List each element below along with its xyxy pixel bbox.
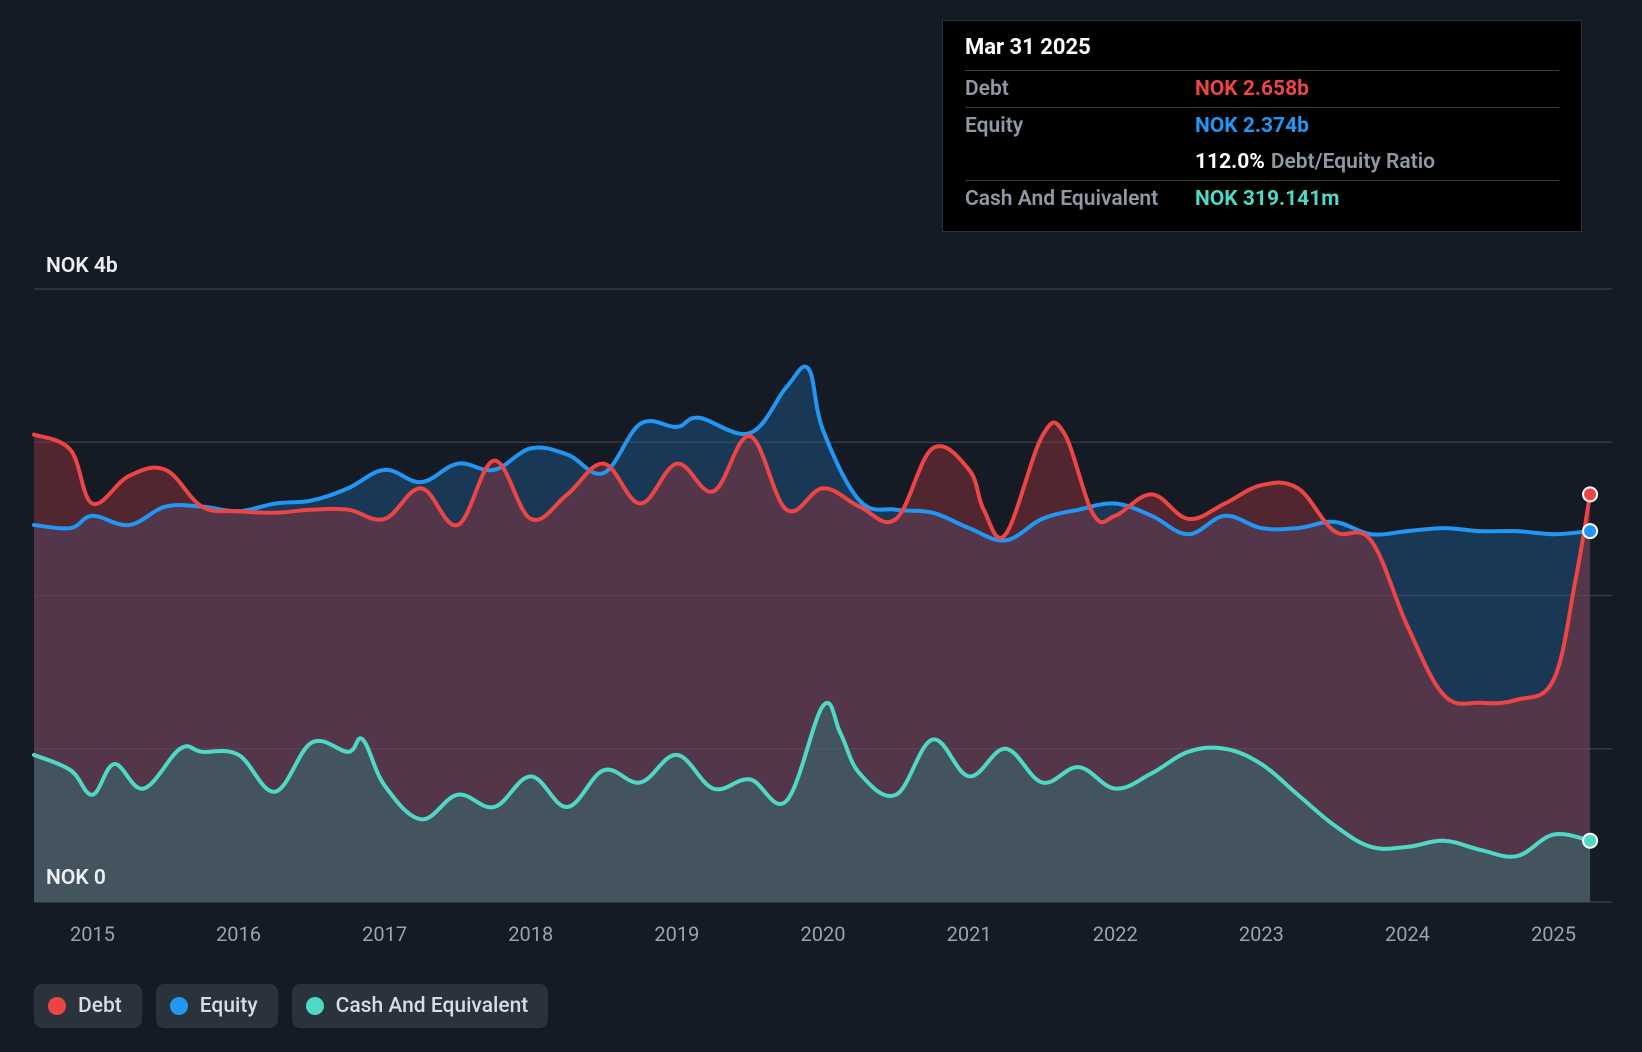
x-tick-label: 2022 [1093, 922, 1138, 946]
x-tick-label: 2020 [801, 922, 846, 946]
legend-item-cash[interactable]: Cash And Equivalent [292, 984, 549, 1028]
legend-label: Equity [200, 994, 258, 1018]
legend-swatch [306, 997, 324, 1015]
x-tick-label: 2016 [216, 922, 261, 946]
y-axis-label-max: NOK 4b [46, 254, 118, 278]
tooltip-row-value: NOK 2.658b [1195, 77, 1309, 101]
x-tick-label: 2023 [1239, 922, 1284, 946]
x-tick-label: 2024 [1385, 922, 1430, 946]
x-tick-label: 2025 [1531, 922, 1576, 946]
tooltip-row: DebtNOK 2.658b [965, 70, 1559, 107]
legend-swatch [170, 997, 188, 1015]
x-tick-label: 2019 [654, 922, 699, 946]
tooltip-row: 112.0% Debt/Equity Ratio [965, 144, 1559, 180]
tooltip-row: EquityNOK 2.374b [965, 107, 1559, 144]
x-tick-label: 2015 [70, 922, 115, 946]
debt-end-marker [1583, 487, 1597, 501]
tooltip-row-value: 112.0% [1195, 150, 1265, 174]
legend: Debt Equity Cash And Equivalent [34, 984, 548, 1028]
financial-history-chart: NOK 4b NOK 0 2015 2016 2017 2018 2019 2020 202… [0, 0, 1642, 1052]
x-tick-label: 2017 [362, 922, 407, 946]
chart-areas [34, 367, 1590, 902]
tooltip-row-extra: Debt/Equity Ratio [1271, 150, 1435, 174]
tooltip-row-label: Cash And Equivalent [965, 187, 1195, 211]
tooltip-row: Cash And EquivalentNOK 319.141m [965, 180, 1559, 217]
cash-end-marker [1583, 834, 1597, 848]
tooltip-row-value: NOK 319.141m [1195, 187, 1339, 211]
tooltip-row-value: NOK 2.374b [1195, 114, 1309, 138]
equity-end-marker [1583, 524, 1597, 538]
legend-swatch [48, 997, 66, 1015]
legend-label: Cash And Equivalent [336, 994, 529, 1018]
x-tick-label: 2018 [508, 922, 553, 946]
tooltip-row-label: Equity [965, 114, 1195, 138]
y-axis-label-min: NOK 0 [46, 866, 106, 890]
tooltip-panel: Mar 31 2025 DebtNOK 2.658bEquityNOK 2.37… [942, 20, 1582, 232]
legend-item-debt[interactable]: Debt [34, 984, 142, 1028]
legend-item-equity[interactable]: Equity [156, 984, 278, 1028]
x-tick-label: 2021 [947, 922, 992, 946]
tooltip-row-label: Debt [965, 77, 1195, 101]
legend-label: Debt [78, 994, 122, 1018]
tooltip-date: Mar 31 2025 [965, 35, 1559, 70]
